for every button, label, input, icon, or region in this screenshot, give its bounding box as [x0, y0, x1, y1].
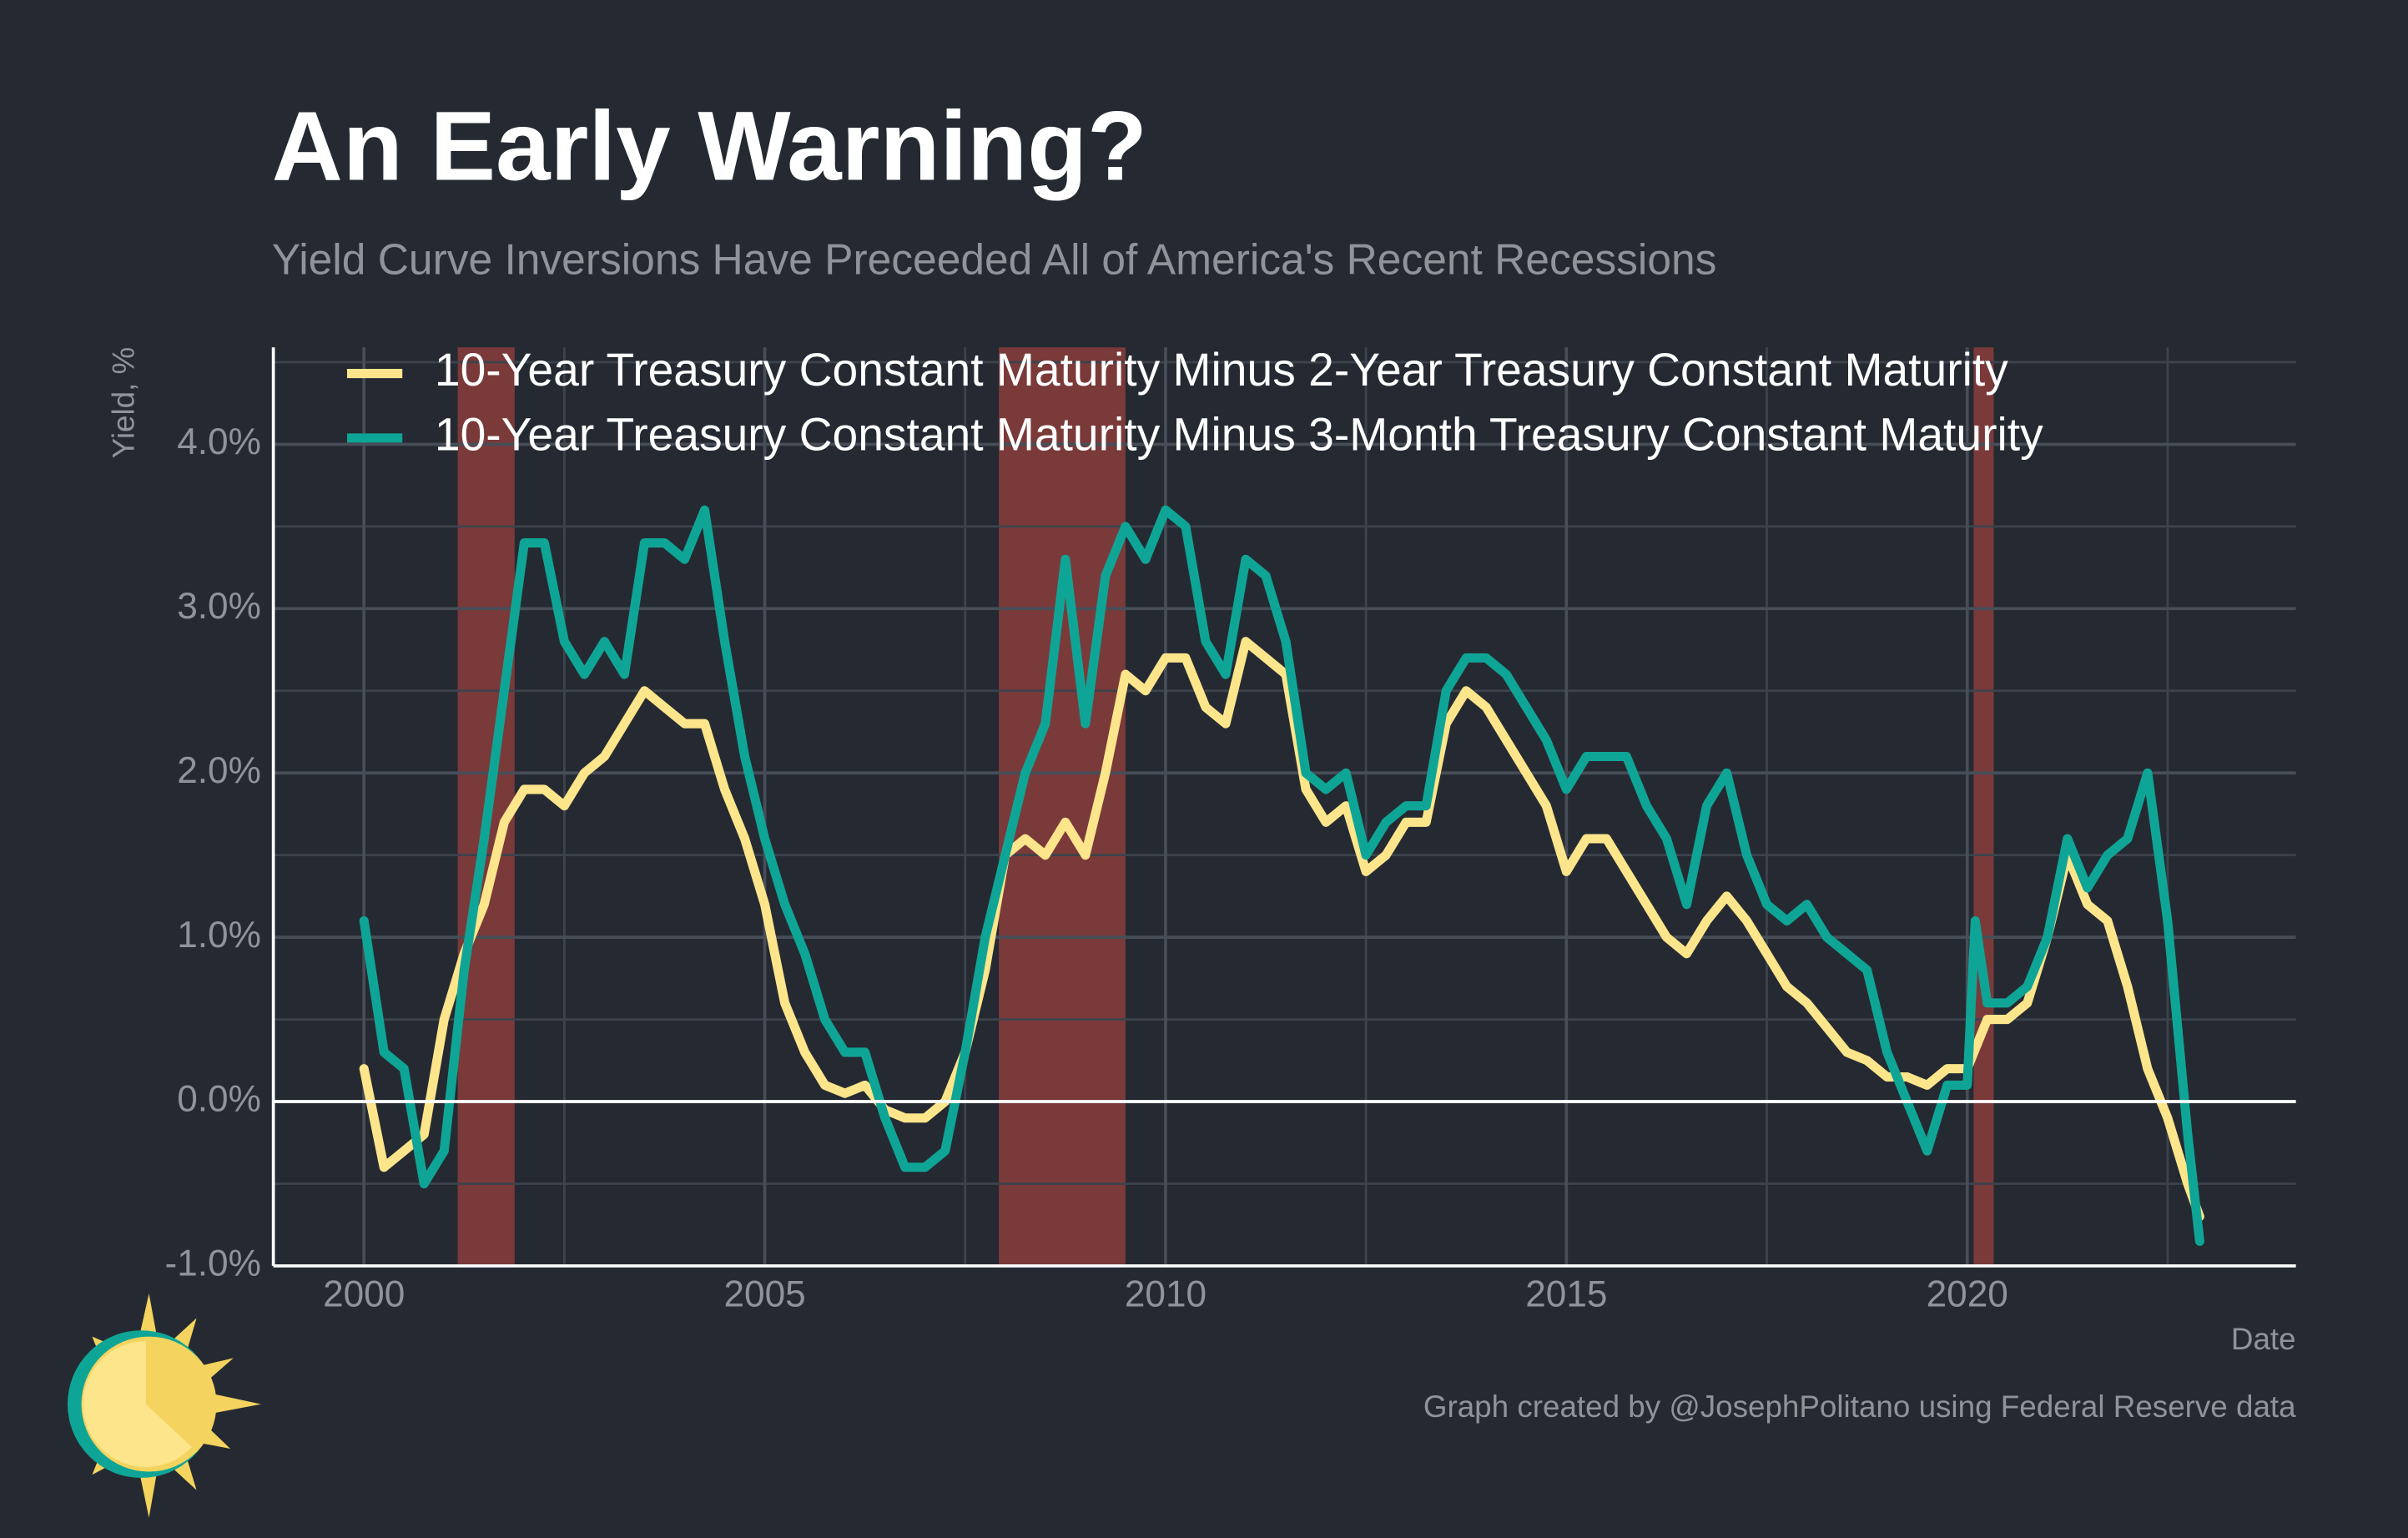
- y-tick-label: 3.0%: [177, 586, 261, 627]
- x-axis-title: Date: [2231, 1322, 2296, 1356]
- y-tick-label: 2.0%: [177, 750, 261, 791]
- x-tick-label: 2000: [323, 1273, 405, 1314]
- x-tick-label: 2010: [1125, 1273, 1207, 1314]
- x-tick-label: 2005: [723, 1273, 805, 1314]
- y-tick-label: 1.0%: [177, 915, 261, 956]
- chart-title: An Early Warning?: [272, 90, 1147, 200]
- series-line: [359, 505, 2204, 1246]
- y-tick-label: -1.0%: [165, 1243, 261, 1284]
- y-axis-title: Yield, %: [107, 347, 141, 459]
- y-tick-label: 0.0%: [177, 1079, 261, 1120]
- chart-subtitle: Yield Curve Inversions Have Preceeded Al…: [272, 235, 1717, 284]
- recession-band: [1973, 347, 1994, 1266]
- legend-label: 10-Year Treasury Constant Maturity Minus…: [435, 344, 2008, 396]
- x-tick-label: 2015: [1525, 1273, 1607, 1314]
- caption: Graph created by @JosephPolitano using F…: [1423, 1389, 2296, 1424]
- y-tick-label: 4.0%: [177, 421, 261, 462]
- logo: [67, 1293, 261, 1518]
- legend-label: 10-Year Treasury Constant Maturity Minus…: [435, 408, 2043, 460]
- x-tick-label: 2020: [1927, 1273, 2008, 1314]
